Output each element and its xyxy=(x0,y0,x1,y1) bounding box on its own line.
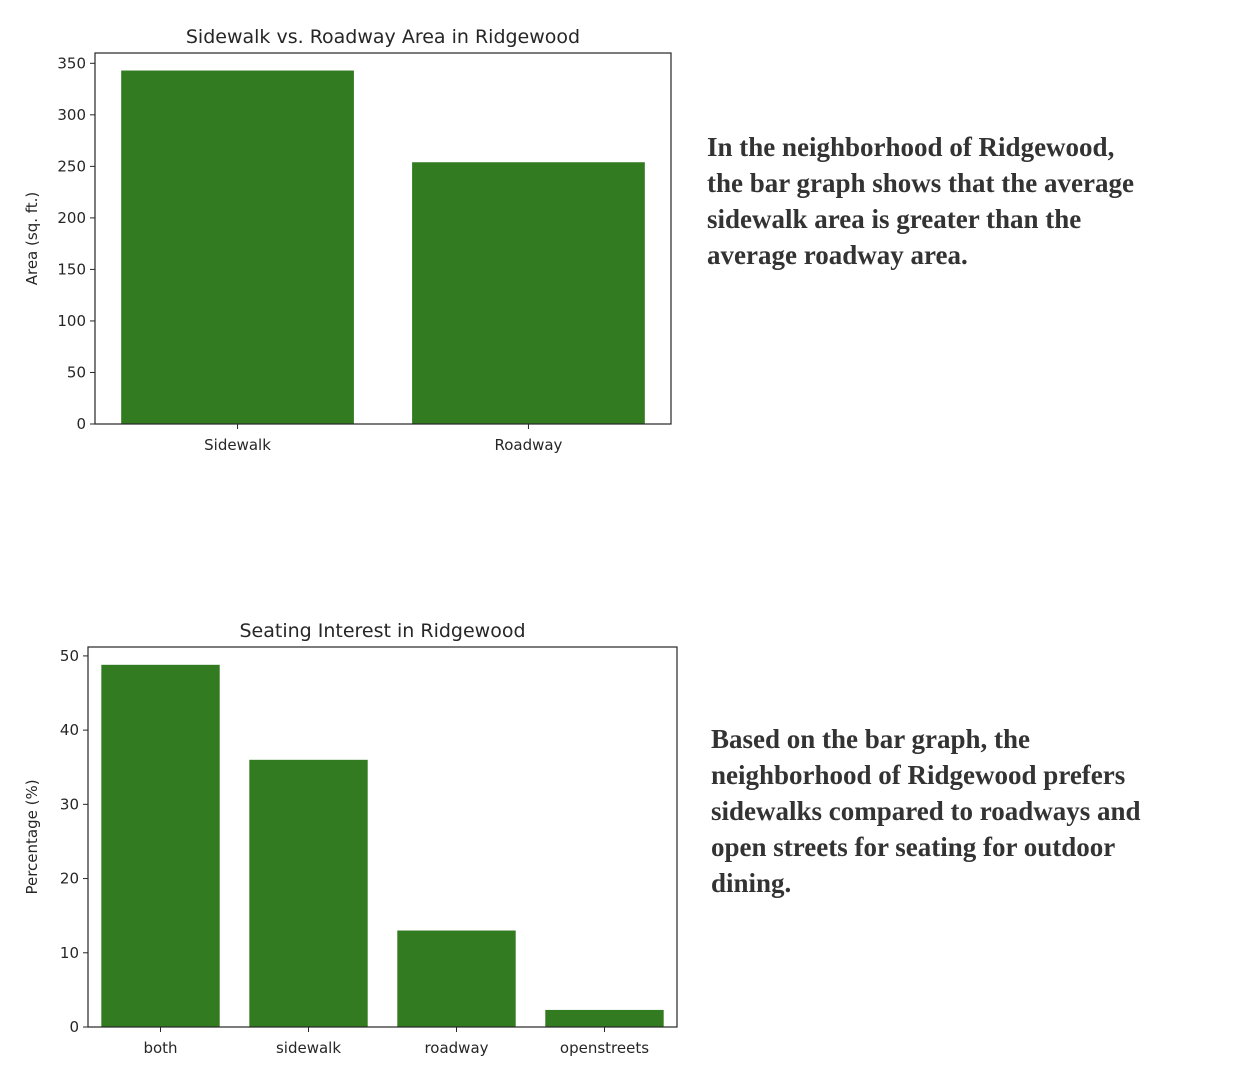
bar-roadway xyxy=(397,930,516,1027)
y-tick-label: 250 xyxy=(57,157,86,175)
caption-top-line: the bar graph shows that the average xyxy=(707,168,1134,198)
caption-bottom-line: dining. xyxy=(711,868,792,898)
y-tick-label: 0 xyxy=(69,1018,79,1036)
caption-top: In the neighborhood of Ridgewood, the ba… xyxy=(707,129,1237,273)
caption-top-line: In the neighborhood of Ridgewood, xyxy=(707,132,1115,162)
y-tick-label: 150 xyxy=(57,260,86,278)
y-tick-label: 20 xyxy=(60,870,79,888)
y-tick-label: 10 xyxy=(60,944,79,962)
caption-bottom-line: neighborhood of Ridgewood prefers xyxy=(711,760,1126,790)
chart-svg-seating: Seating Interest in Ridgewood Percentage … xyxy=(23,620,678,1057)
caption-bottom-line: Based on the bar graph, the xyxy=(711,724,1031,754)
chart-title: Sidewalk vs. Roadway Area in Ridgewood xyxy=(186,26,580,48)
x-tick-label: Roadway xyxy=(494,436,562,454)
y-tick-label: 300 xyxy=(57,106,86,124)
y-axis-label: Percentage (%) xyxy=(23,779,41,894)
bar-sidewalk xyxy=(121,70,354,425)
chart-title: Seating Interest in Ridgewood xyxy=(239,620,525,642)
caption-bottom: Based on the bar graph, the neighborhood… xyxy=(711,721,1241,901)
y-tick-label: 30 xyxy=(60,795,79,813)
y-tick-label: 200 xyxy=(57,209,86,227)
caption-bottom-line: open streets for seating for outdoor xyxy=(711,832,1116,862)
y-tick-label: 50 xyxy=(60,647,79,665)
y-tick-label: 40 xyxy=(60,721,79,739)
x-tick-label: Sidewalk xyxy=(204,436,271,454)
x-tick-label: both xyxy=(143,1039,177,1057)
y-tick-label: 100 xyxy=(57,312,86,330)
caption-bottom-line: sidewalks compared to roadways and xyxy=(711,796,1141,826)
chart-sidewalk-vs-roadway: Sidewalk vs. Roadway Area in Ridgewood Ar… xyxy=(0,0,700,485)
y-axis-label: Area (sq. ft.) xyxy=(23,192,41,286)
chart-svg-area: Sidewalk vs. Roadway Area in Ridgewood Ar… xyxy=(23,26,672,454)
bar-sidewalk xyxy=(249,759,368,1027)
x-tick-label: sidewalk xyxy=(276,1039,341,1057)
x-tick-label: roadway xyxy=(424,1039,488,1057)
caption-top-line: sidewalk area is greater than the xyxy=(707,204,1082,234)
y-tick-label: 350 xyxy=(57,54,86,72)
plot-frame xyxy=(94,52,672,425)
y-tick-label: 50 xyxy=(67,363,86,381)
caption-top-line: average roadway area. xyxy=(707,240,968,270)
bar-both xyxy=(101,664,220,1027)
plot-frame xyxy=(87,646,678,1028)
chart-seating-interest: Seating Interest in Ridgewood Percentage … xyxy=(0,600,700,1081)
bar-openstreets xyxy=(545,1009,664,1027)
y-tick-label: 0 xyxy=(76,415,86,433)
bar-roadway xyxy=(412,162,645,424)
x-tick-label: openstreets xyxy=(560,1039,649,1057)
